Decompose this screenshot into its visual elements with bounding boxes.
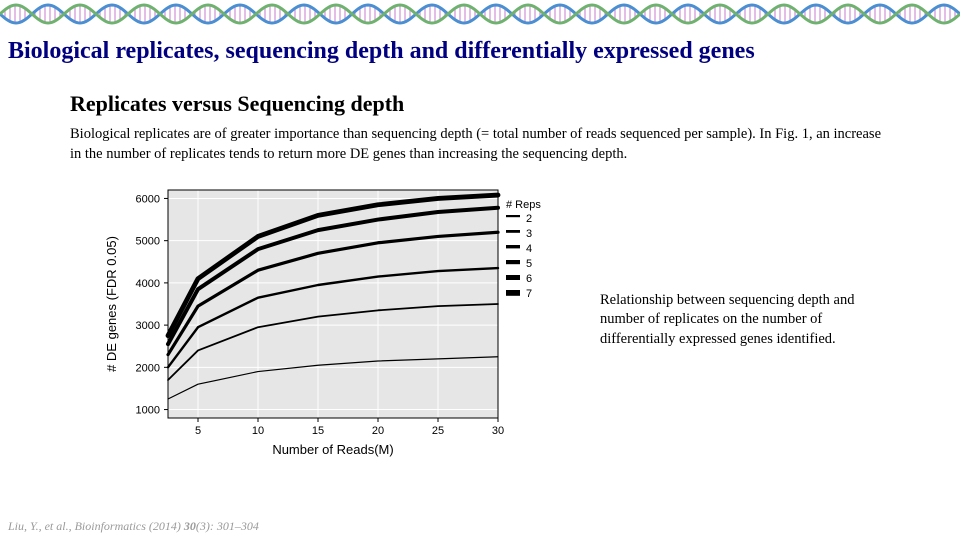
- svg-text:5: 5: [526, 258, 532, 270]
- svg-text:25: 25: [432, 425, 444, 437]
- citation-volume: 30: [184, 519, 196, 533]
- svg-text:Number of Reads(M): Number of Reads(M): [272, 442, 393, 457]
- figure-caption: Relationship between sequencing depth an…: [570, 291, 920, 350]
- svg-text:20: 20: [372, 425, 384, 437]
- page-title: Biological replicates, sequencing depth …: [0, 28, 960, 71]
- svg-text:4000: 4000: [136, 278, 160, 290]
- citation: Liu, Y., et al., Bioinformatics (2014) 3…: [8, 519, 259, 534]
- svg-text:15: 15: [312, 425, 324, 437]
- svg-text:3000: 3000: [136, 320, 160, 332]
- svg-text:6000: 6000: [136, 194, 160, 206]
- svg-text:4: 4: [526, 243, 532, 255]
- svg-text:# Reps: # Reps: [506, 199, 541, 211]
- svg-text:2000: 2000: [136, 362, 160, 374]
- svg-text:7: 7: [526, 288, 532, 300]
- svg-text:5000: 5000: [136, 236, 160, 248]
- svg-text:# DE genes (FDR 0.05): # DE genes (FDR 0.05): [104, 236, 119, 372]
- figure-row: 51015202530100020003000400050006000Numbe…: [0, 174, 960, 460]
- svg-text:6: 6: [526, 273, 532, 285]
- citation-suffix: (3): 301–304: [196, 519, 259, 533]
- svg-text:30: 30: [492, 425, 504, 437]
- dna-banner: [0, 0, 960, 28]
- body-paragraph: Biological replicates are of greater imp…: [0, 125, 960, 174]
- de-genes-chart: 51015202530100020003000400050006000Numbe…: [100, 180, 570, 460]
- section-title: Replicates versus Sequencing depth: [0, 71, 960, 125]
- citation-prefix: Liu, Y., et al., Bioinformatics (2014): [8, 519, 184, 533]
- svg-text:5: 5: [195, 425, 201, 437]
- svg-text:3: 3: [526, 228, 532, 240]
- svg-text:10: 10: [252, 425, 264, 437]
- svg-text:2: 2: [526, 213, 532, 225]
- svg-text:1000: 1000: [136, 405, 160, 417]
